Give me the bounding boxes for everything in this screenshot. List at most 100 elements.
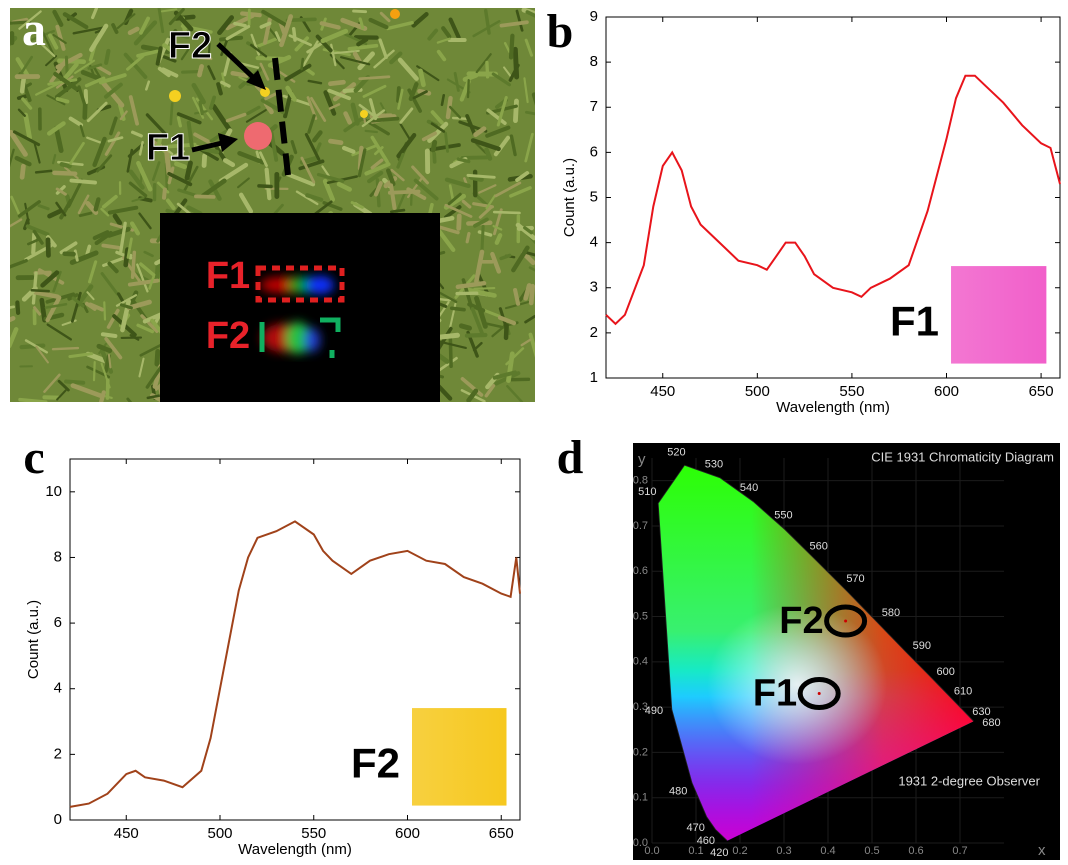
grass-blade xyxy=(467,234,469,242)
grass-blade xyxy=(450,339,451,366)
y-tick-label: 1 xyxy=(590,369,598,386)
x-tick-label: 550 xyxy=(839,383,864,400)
grass-blade xyxy=(71,181,95,183)
swatch-label: F2 xyxy=(351,740,400,787)
grass-blade xyxy=(104,302,105,319)
flower xyxy=(169,90,181,102)
annotation: F2 xyxy=(168,25,212,67)
x-tick-label: 600 xyxy=(395,825,420,842)
grass-blade xyxy=(398,88,399,101)
wavelength-label: 580 xyxy=(882,607,900,619)
y-tick-label: 4 xyxy=(590,234,598,251)
grass-blade xyxy=(157,352,158,365)
grass-blade xyxy=(33,234,34,253)
y-tick-label: 8 xyxy=(590,53,598,70)
grass-blade xyxy=(515,290,518,304)
swatch-sheen xyxy=(951,266,1046,363)
grass-blade xyxy=(178,118,180,126)
grass-blade xyxy=(22,346,44,348)
y-tick-label: 0.0 xyxy=(633,837,648,849)
y-tick-label: 3 xyxy=(590,279,598,296)
y-tick-label: 9 xyxy=(590,8,598,25)
grass-blade xyxy=(218,84,221,93)
grass-blade xyxy=(433,142,435,150)
x-axis-label: Wavelength (nm) xyxy=(238,841,352,858)
x-tick-label: 0.6 xyxy=(908,845,923,857)
x-tick-label: 650 xyxy=(1029,383,1054,400)
x-tick-label: 0.5 xyxy=(864,845,879,857)
grass-blade xyxy=(164,190,165,198)
grass-blade xyxy=(482,226,483,251)
grass-blade xyxy=(53,348,78,349)
grass-blade xyxy=(96,199,99,209)
grass-blade xyxy=(22,166,23,177)
grass-blade xyxy=(420,71,423,85)
grass-blade xyxy=(452,308,464,309)
x-tick-label: 0.7 xyxy=(952,845,967,857)
flower xyxy=(244,122,272,150)
grass-blade xyxy=(36,171,51,173)
grass-blade xyxy=(328,401,329,413)
x-tick-label: 450 xyxy=(650,383,675,400)
grass-blade xyxy=(199,66,201,75)
y-tick-label: 0.1 xyxy=(633,792,648,804)
y-tick-label: 2 xyxy=(590,324,598,341)
y-tick-label: 10 xyxy=(45,483,62,500)
point-label: F2 xyxy=(779,600,823,642)
y-tick-label: 0.7 xyxy=(633,520,648,532)
grass-blade xyxy=(62,164,70,166)
grass-blade xyxy=(366,131,377,132)
grass-blade xyxy=(487,62,488,77)
grass-blade xyxy=(302,59,303,69)
grass-blade xyxy=(267,170,270,199)
grass-blade xyxy=(531,286,532,303)
grass-blade xyxy=(474,288,494,289)
grass-blade xyxy=(171,104,172,124)
y-tick-label: 0 xyxy=(54,811,62,828)
grass-blade xyxy=(511,36,512,58)
grass-blade xyxy=(440,218,453,220)
wavelength-label: 530 xyxy=(705,459,723,471)
chart-title: CIE 1931 Chromaticity Diagram xyxy=(871,449,1054,464)
y-axis-label: Count (a.u.) xyxy=(561,158,578,237)
grass-blade xyxy=(204,156,205,166)
grass-blade xyxy=(497,235,500,242)
wavelength-label: 420 xyxy=(710,847,728,859)
point-dot xyxy=(844,620,847,623)
panel-label: a xyxy=(22,3,46,56)
x-tick-label: 650 xyxy=(489,825,514,842)
grass-blade xyxy=(471,177,481,179)
grass-blade xyxy=(106,51,108,63)
x-tick-label: 500 xyxy=(745,383,770,400)
x-axis-label: x xyxy=(1038,842,1046,859)
grass-blade xyxy=(468,80,469,97)
grass-blade xyxy=(391,210,404,212)
y-tick-label: 0.5 xyxy=(633,610,648,622)
y-tick-label: 0.6 xyxy=(633,565,648,577)
swatch-sheen xyxy=(412,708,507,805)
y-tick-label: 7 xyxy=(590,98,598,115)
grass-blade xyxy=(94,362,95,380)
chart-subtitle: 1931 2-degree Observer xyxy=(898,773,1040,788)
wavelength-label: 540 xyxy=(740,482,758,494)
grass-blade xyxy=(534,14,547,15)
inset-spectrum xyxy=(160,213,440,402)
grass-blade xyxy=(461,326,469,328)
panel-label: c xyxy=(23,431,44,484)
wavelength-label: 490 xyxy=(645,705,663,717)
panel-label: b xyxy=(547,5,574,58)
flower xyxy=(360,110,368,118)
wavelength-label: 480 xyxy=(669,786,687,798)
y-tick-label: 2 xyxy=(54,745,62,762)
grass-blade xyxy=(506,326,507,338)
grass-blade xyxy=(196,196,214,197)
point-dot xyxy=(818,692,821,695)
grass-blade xyxy=(360,77,389,79)
wavelength-label: 470 xyxy=(687,822,705,834)
grass-blade xyxy=(467,335,485,336)
wavelength-label: 610 xyxy=(954,685,972,697)
x-tick-label: 0.2 xyxy=(732,845,747,857)
wavelength-label: 560 xyxy=(810,540,828,552)
